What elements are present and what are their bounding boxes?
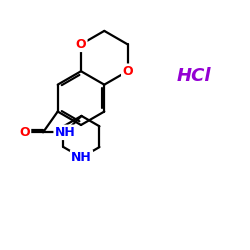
Text: NH: NH xyxy=(55,126,76,139)
Text: O: O xyxy=(76,38,86,51)
Text: NH: NH xyxy=(55,126,76,139)
Text: O: O xyxy=(20,126,30,139)
Text: O: O xyxy=(122,65,133,78)
Text: NH: NH xyxy=(71,151,92,164)
Text: O: O xyxy=(76,38,86,51)
Text: HCl: HCl xyxy=(176,67,211,85)
Text: O: O xyxy=(20,126,30,139)
Text: NH: NH xyxy=(71,151,92,164)
Text: O: O xyxy=(122,65,133,78)
